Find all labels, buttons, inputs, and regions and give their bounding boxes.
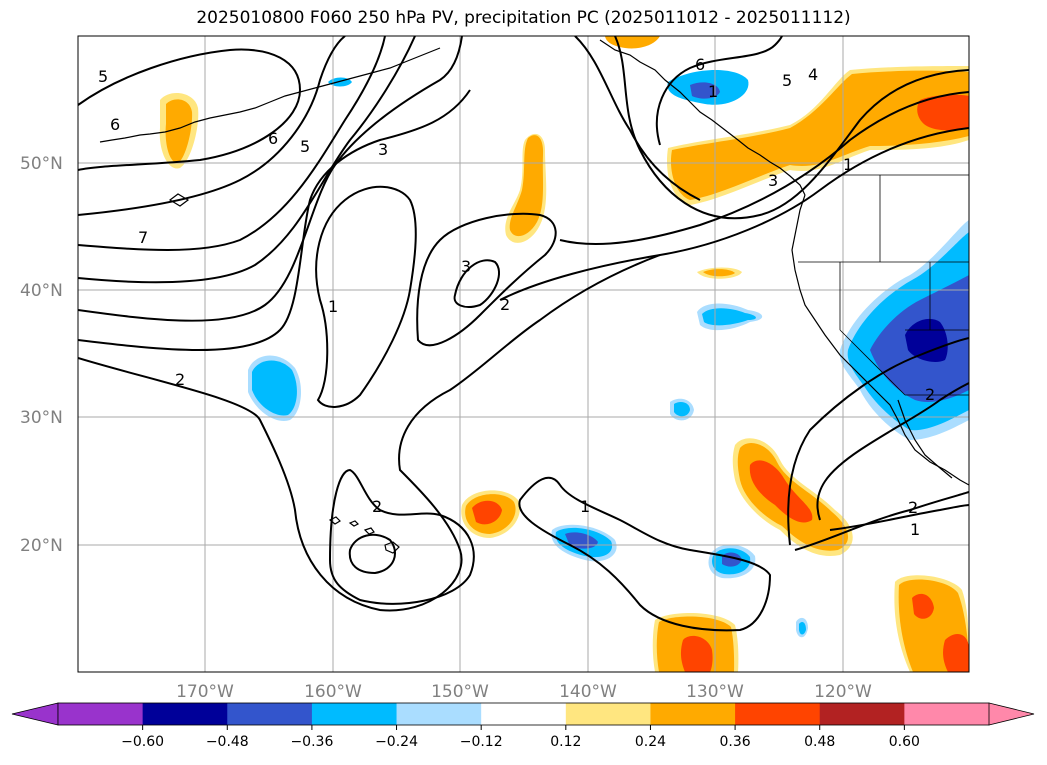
lon-label-140w: 140°W <box>559 682 617 702</box>
lon-label-170w: 170°W <box>176 682 234 702</box>
colorbar-cell <box>735 703 821 725</box>
longitude-labels: 170°W 160°W 150°W 140°W 130°W 120°W <box>176 682 872 702</box>
contour-label: 2 <box>908 498 918 517</box>
colorbar-outline <box>57 702 990 726</box>
colorbar-tick-label: −0.12 <box>460 734 503 750</box>
precip-neg-area <box>252 360 297 416</box>
contour-label: 4 <box>808 65 818 84</box>
contour-label: 3 <box>378 140 388 159</box>
lat-label-20n: 20°N <box>20 536 63 556</box>
map-frame <box>77 35 970 673</box>
precip-pos-area <box>472 500 502 525</box>
contour-label: 3 <box>768 171 778 190</box>
precip-neg-area <box>799 622 806 635</box>
latitude-labels: 50°N 40°N 30°N 20°N <box>20 154 63 556</box>
colorbar-cell <box>565 703 651 725</box>
lat-label-40n: 40°N <box>20 281 63 301</box>
contour-label: 6 <box>268 129 278 148</box>
contour-label: 1 <box>708 82 718 101</box>
colorbar-tick-label: 0.60 <box>889 734 920 750</box>
contour-label: 2 <box>372 497 382 516</box>
colorbar-tick-label: −0.48 <box>206 734 249 750</box>
contour-label: 5 <box>782 71 792 90</box>
contour-label: 1 <box>843 155 853 174</box>
map-title: 2025010800 F060 250 hPa PV, precipitatio… <box>196 8 851 28</box>
colorbar-cell <box>481 703 567 725</box>
precip-pos-area <box>165 99 193 164</box>
colorbar-tick-label: −0.36 <box>290 734 333 750</box>
colorbar-cell <box>396 703 482 725</box>
precip-pos-area <box>703 269 735 277</box>
colorbar-tick-label: 0.12 <box>550 734 581 750</box>
colorbar-cell <box>904 703 990 725</box>
precipitation-fields <box>159 36 969 672</box>
precip-neg-area <box>674 402 690 417</box>
precip-pos-area <box>912 593 934 619</box>
lat-label-50n: 50°N <box>20 154 63 174</box>
contour-label: 1 <box>328 297 338 316</box>
lon-label-150w: 150°W <box>431 682 489 702</box>
contour-label: 1 <box>910 520 920 539</box>
colorbar-tick-label: 0.24 <box>635 734 666 750</box>
coastlines <box>99 39 969 554</box>
colorbar-cell <box>650 703 736 725</box>
precip-pos-area <box>670 70 969 200</box>
colorbar-cell <box>227 703 313 725</box>
precip-pos-area <box>943 634 969 672</box>
precip-pos-area <box>509 135 544 237</box>
contour-label: 5 <box>98 67 108 86</box>
colorbar-cell <box>142 703 228 725</box>
colorbar-tick-label: −0.60 <box>121 734 164 750</box>
colorbar-tick-label: 0.36 <box>720 734 751 750</box>
contour-label: 2 <box>925 385 935 404</box>
contour-label: 5 <box>300 137 310 156</box>
colorbar-extend-low <box>11 702 59 726</box>
colorbar-cell <box>58 703 144 725</box>
lon-label-160w: 160°W <box>304 682 362 702</box>
lon-label-120w: 120°W <box>814 682 872 702</box>
colorbar-tick-label: −0.24 <box>375 734 418 750</box>
colorbar: −0.60 −0.48 −0.36 −0.24 −0.12 0.12 0.24 0.36 0.4… <box>11 702 1035 750</box>
contour-label: 2 <box>175 370 185 389</box>
colorbar-cell <box>311 703 398 725</box>
contour-label: 3 <box>461 257 471 276</box>
contour-labels: 5 6 7 6 5 3 1 2 3 2 2 2 1 1 1 2 1 4 5 6 … <box>98 55 935 539</box>
contour-label: 6 <box>110 115 120 134</box>
contour-label: 2 <box>500 295 510 314</box>
lon-label-130w: 130°W <box>686 682 744 702</box>
lat-label-30n: 30°N <box>20 408 63 428</box>
colorbar-extend-high <box>988 702 1035 726</box>
precip-pos-area <box>680 635 713 672</box>
contour-label: 1 <box>580 497 590 516</box>
pv-contours <box>78 36 969 632</box>
political-boundaries <box>798 174 969 396</box>
precip-neg-area <box>690 82 720 99</box>
precip-pos-area <box>749 460 813 523</box>
contour-label: 7 <box>138 228 148 247</box>
colorbar-tick-label: 0.48 <box>804 734 835 750</box>
contour-label: 6 <box>695 55 705 74</box>
precip-pos-area <box>917 94 969 131</box>
colorbar-cell <box>819 703 905 725</box>
